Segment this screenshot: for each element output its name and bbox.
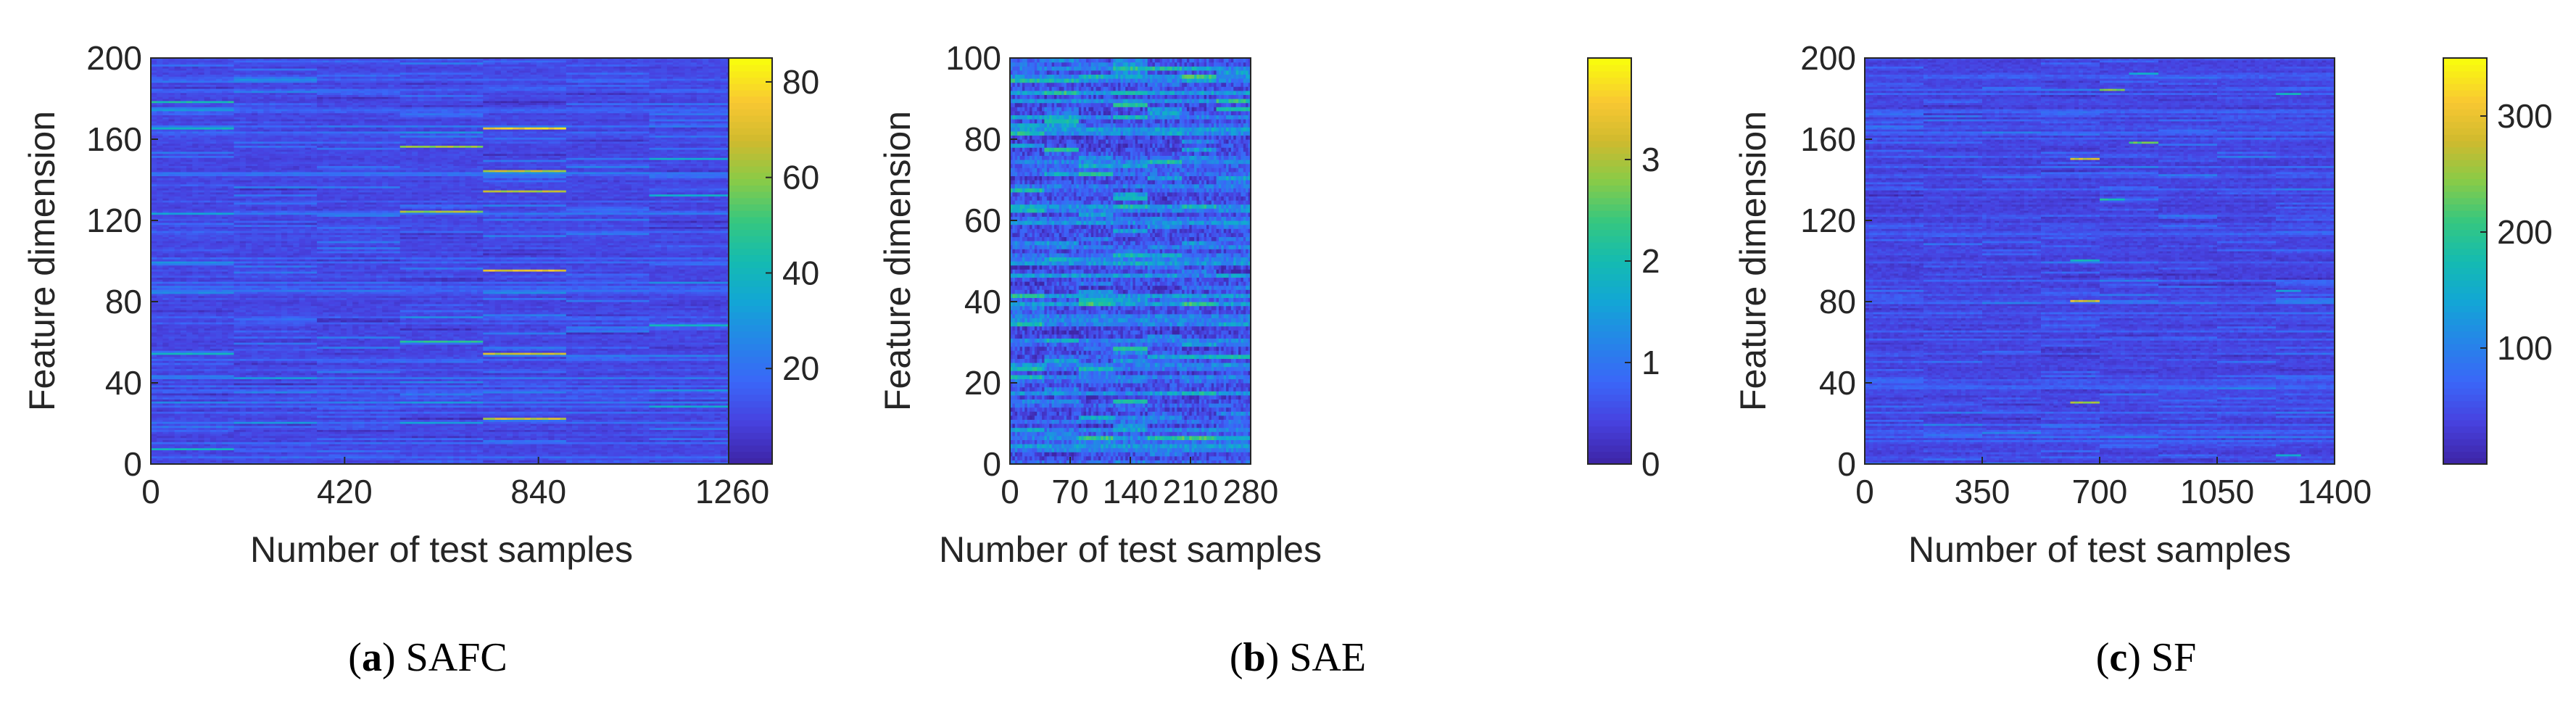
heatmap bbox=[151, 58, 733, 465]
figure: 0 420 840 1260 0 40 80 120 160 200 Number of test … bbox=[0, 0, 2576, 712]
figure-svg: 0 420 840 126004080120160200Number of test … bbox=[0, 0, 2576, 712]
